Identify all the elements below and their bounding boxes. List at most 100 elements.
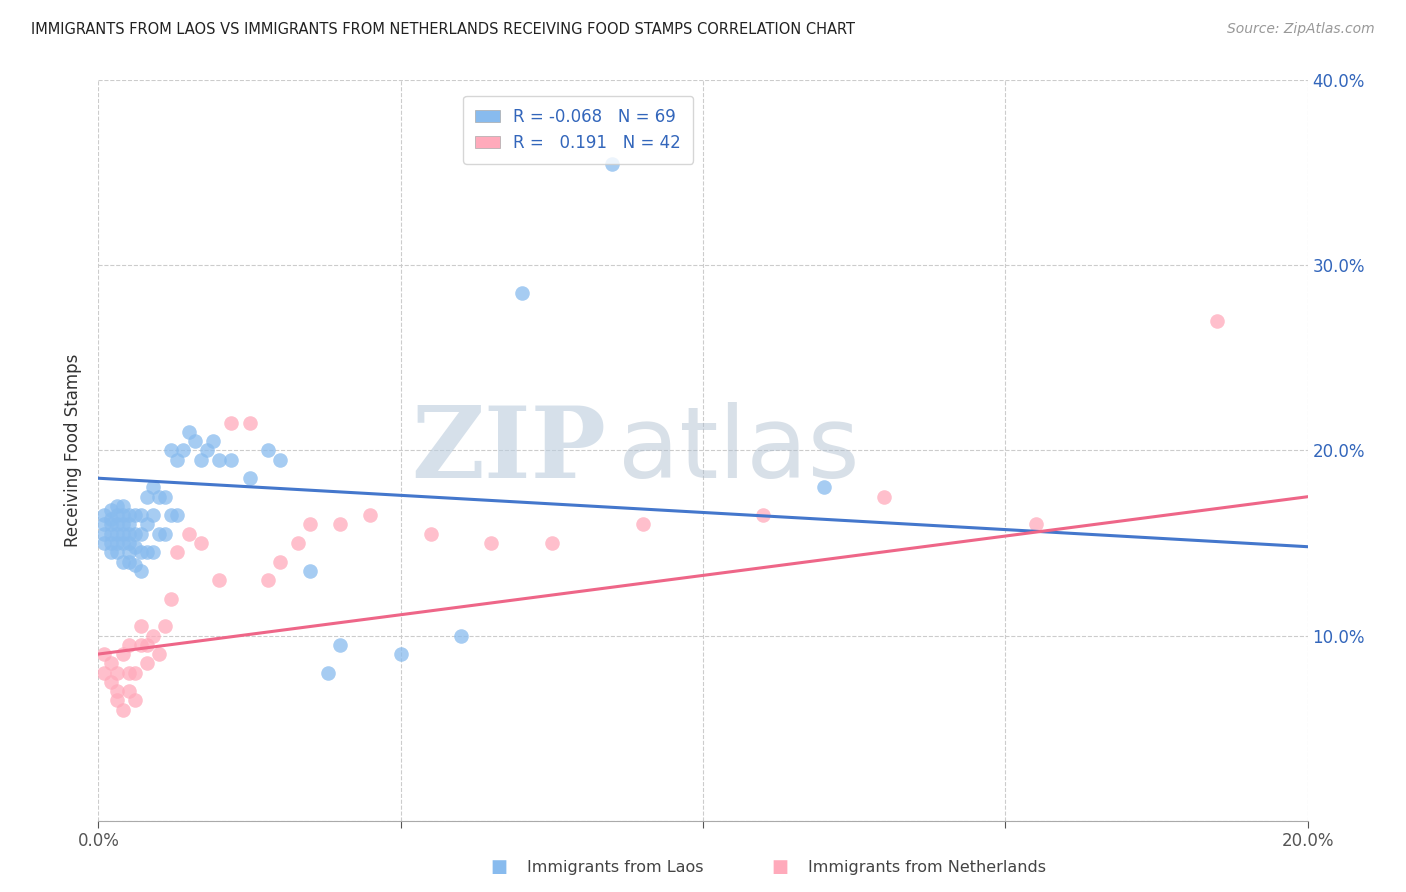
Point [287, 536, 309, 550]
Point [105, 526, 128, 541]
Point [360, 508, 382, 523]
Point [540, 536, 562, 550]
Point [118, 638, 141, 652]
Point [299, 564, 322, 578]
Point [100, 657, 122, 671]
Point [93, 665, 115, 680]
Point [100, 517, 122, 532]
Point [118, 508, 141, 523]
Point [602, 156, 624, 170]
Point [93, 536, 115, 550]
Point [105, 665, 128, 680]
Legend: R = -0.068   N = 69, R =   0.191   N = 42: R = -0.068 N = 69, R = 0.191 N = 42 [464, 96, 693, 164]
Point [153, 619, 176, 633]
Point [631, 517, 654, 532]
Point [166, 452, 188, 467]
Point [93, 526, 115, 541]
Point [208, 452, 231, 467]
Point [105, 499, 128, 513]
Point [148, 526, 170, 541]
Point [93, 517, 115, 532]
Point [105, 517, 128, 532]
Text: ■: ■ [491, 858, 508, 876]
Point [179, 526, 201, 541]
Point [1206, 314, 1229, 328]
Point [269, 554, 291, 569]
Point [105, 684, 128, 698]
Point [100, 526, 122, 541]
Point [129, 526, 152, 541]
Point [100, 536, 122, 550]
Point [153, 526, 176, 541]
Point [450, 628, 472, 642]
Point [118, 665, 141, 680]
Point [129, 508, 152, 523]
Point [389, 647, 412, 661]
Point [256, 443, 278, 458]
Point [111, 517, 134, 532]
Point [481, 536, 503, 550]
Point [316, 665, 339, 680]
Point [111, 508, 134, 523]
Point [160, 591, 183, 606]
Point [111, 526, 134, 541]
Point [329, 517, 352, 532]
Point [100, 502, 122, 516]
Point [420, 526, 443, 541]
Text: ZIP: ZIP [412, 402, 606, 499]
Point [129, 564, 152, 578]
Point [190, 452, 212, 467]
Point [111, 536, 134, 550]
Point [179, 425, 201, 439]
Point [105, 536, 128, 550]
Point [124, 665, 146, 680]
Point [129, 619, 152, 633]
Point [202, 434, 225, 449]
Point [124, 508, 146, 523]
Point [105, 508, 128, 523]
Point [100, 674, 122, 689]
Point [142, 545, 165, 559]
Point [135, 545, 157, 559]
Point [105, 693, 128, 707]
Point [129, 638, 152, 652]
Point [329, 638, 352, 652]
Point [172, 443, 194, 458]
Point [135, 490, 157, 504]
Point [873, 490, 896, 504]
Point [142, 508, 165, 523]
Point [124, 526, 146, 541]
Point [239, 471, 262, 485]
Point [118, 684, 141, 698]
Point [142, 628, 165, 642]
Point [135, 517, 157, 532]
Text: ■: ■ [772, 858, 789, 876]
Point [118, 517, 141, 532]
Point [256, 573, 278, 587]
Point [142, 481, 165, 495]
Point [100, 545, 122, 559]
Point [813, 481, 835, 495]
Point [269, 452, 291, 467]
Point [160, 443, 183, 458]
Y-axis label: Receiving Food Stamps: Receiving Food Stamps [65, 354, 83, 547]
Point [135, 638, 157, 652]
Point [510, 286, 533, 301]
Point [93, 508, 115, 523]
Point [148, 647, 170, 661]
Point [111, 554, 134, 569]
Point [124, 693, 146, 707]
Point [135, 657, 157, 671]
Point [124, 540, 146, 554]
Point [208, 573, 231, 587]
Point [118, 545, 141, 559]
Point [105, 545, 128, 559]
Point [299, 517, 322, 532]
Point [111, 703, 134, 717]
Point [221, 452, 243, 467]
Point [239, 416, 262, 430]
Point [166, 545, 188, 559]
Point [118, 554, 141, 569]
Text: Immigrants from Laos: Immigrants from Laos [527, 860, 704, 874]
Point [124, 558, 146, 573]
